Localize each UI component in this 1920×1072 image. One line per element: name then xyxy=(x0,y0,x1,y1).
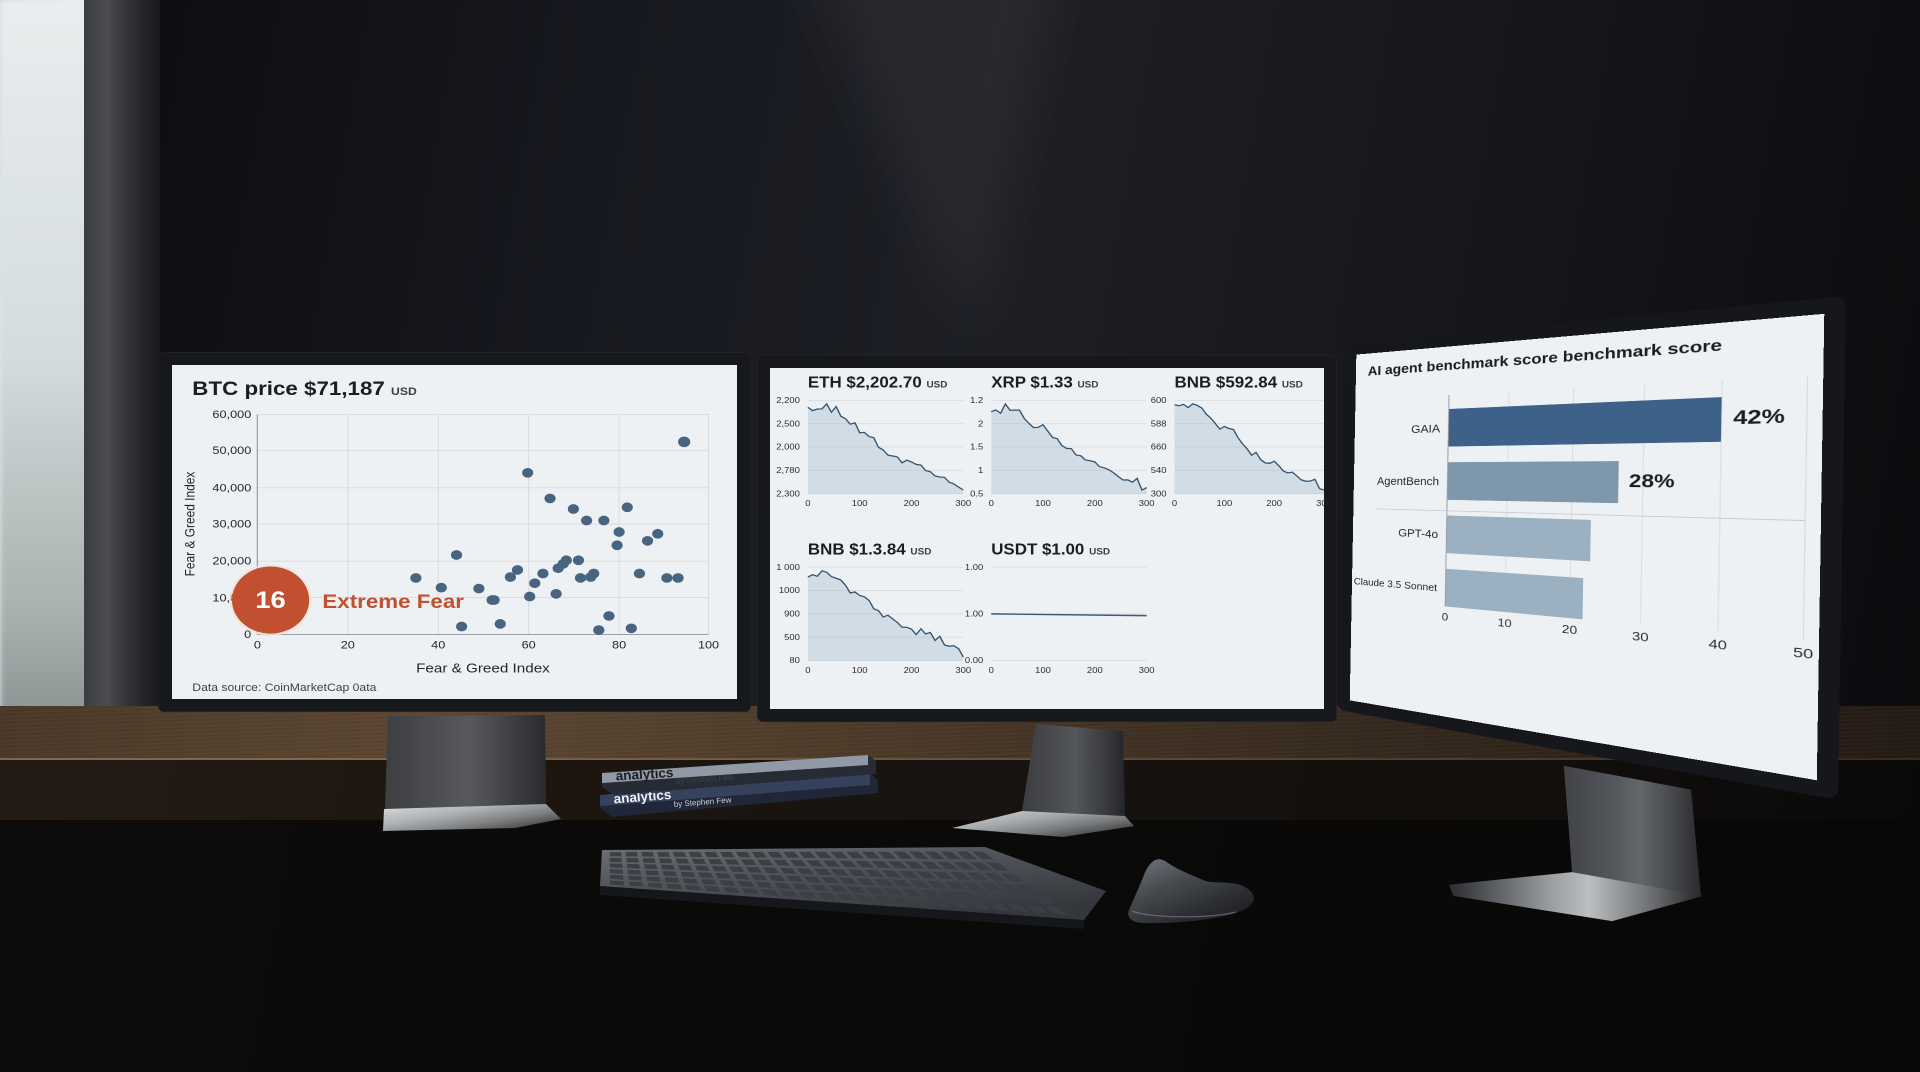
svg-text:100: 100 xyxy=(1216,499,1232,508)
svg-text:100: 100 xyxy=(698,638,720,651)
svg-text:BNB $1.3.84 USD: BNB $1.3.84 USD xyxy=(808,541,932,558)
svg-text:300: 300 xyxy=(955,499,971,508)
svg-text:2: 2 xyxy=(978,419,983,428)
svg-text:USDT $1.00 USD: USDT $1.00 USD xyxy=(991,541,1110,558)
svg-text:0: 0 xyxy=(1442,610,1449,624)
svg-text:ETH $2,202.70 USD: ETH $2,202.70 USD xyxy=(808,374,948,391)
svg-text:600: 600 xyxy=(1151,395,1167,404)
svg-text:200: 200 xyxy=(1087,499,1103,508)
svg-text:2,300: 2,300 xyxy=(776,489,800,498)
svg-text:1.00: 1.00 xyxy=(965,609,983,618)
svg-text:900: 900 xyxy=(784,609,800,618)
svg-text:40: 40 xyxy=(431,638,446,651)
svg-text:80: 80 xyxy=(789,656,800,665)
svg-text:30,000: 30,000 xyxy=(212,517,251,530)
svg-text:200: 200 xyxy=(1087,666,1103,675)
svg-text:2,200: 2,200 xyxy=(776,395,800,404)
svg-text:300: 300 xyxy=(1151,489,1167,498)
svg-text:100: 100 xyxy=(852,666,868,675)
svg-text:588: 588 xyxy=(1151,419,1167,428)
svg-text:60: 60 xyxy=(522,638,537,651)
svg-text:1: 1 xyxy=(978,465,983,474)
svg-text:GAIA: GAIA xyxy=(1411,422,1441,436)
svg-text:300: 300 xyxy=(1316,499,1324,508)
svg-text:2,780: 2,780 xyxy=(776,465,800,474)
svg-text:540: 540 xyxy=(1151,465,1167,474)
svg-text:40: 40 xyxy=(1709,636,1728,653)
svg-text:20: 20 xyxy=(1562,622,1578,638)
svg-text:0.5: 0.5 xyxy=(970,489,983,498)
svg-text:10: 10 xyxy=(1498,616,1512,631)
svg-text:50: 50 xyxy=(1793,644,1813,662)
svg-text:Extreme Fear: Extreme Fear xyxy=(322,591,464,612)
svg-text:0: 0 xyxy=(1172,499,1177,508)
svg-text:30: 30 xyxy=(1632,629,1649,645)
svg-text:1000: 1000 xyxy=(779,586,800,595)
svg-text:100: 100 xyxy=(1035,499,1051,508)
svg-text:1.5: 1.5 xyxy=(970,442,983,451)
svg-text:BTC price $71,187 USD: BTC price $71,187 USD xyxy=(192,378,416,399)
svg-text:300: 300 xyxy=(955,666,971,675)
svg-text:100: 100 xyxy=(1035,666,1051,675)
svg-text:50,000: 50,000 xyxy=(212,444,251,457)
svg-text:200: 200 xyxy=(1266,499,1282,508)
svg-text:Claude 3.5 Sonnet: Claude 3.5 Sonnet xyxy=(1354,576,1438,594)
svg-text:1.00: 1.00 xyxy=(965,562,983,571)
svg-text:80: 80 xyxy=(612,638,627,651)
svg-text:0: 0 xyxy=(805,666,810,675)
svg-text:0: 0 xyxy=(805,499,810,508)
svg-text:300: 300 xyxy=(1139,666,1155,675)
svg-text:2,500: 2,500 xyxy=(776,419,800,428)
svg-text:0.00: 0.00 xyxy=(965,656,983,665)
svg-text:BNB $592.84 USD: BNB $592.84 USD xyxy=(1175,374,1303,391)
svg-text:AgentBench: AgentBench xyxy=(1377,475,1439,488)
svg-text:660: 660 xyxy=(1151,442,1167,451)
svg-text:16: 16 xyxy=(255,588,285,614)
svg-text:Fear & Greed Index: Fear & Greed Index xyxy=(416,661,550,676)
svg-text:100: 100 xyxy=(852,499,868,508)
svg-text:1 000: 1 000 xyxy=(776,562,800,571)
svg-text:0: 0 xyxy=(989,499,994,508)
svg-text:300: 300 xyxy=(1139,499,1155,508)
svg-text:42%: 42% xyxy=(1733,407,1785,429)
svg-text:Data source: CoinMarketCap 0at: Data source: CoinMarketCap 0ata xyxy=(192,683,377,694)
svg-text:28%: 28% xyxy=(1629,473,1675,493)
svg-text:40,000: 40,000 xyxy=(212,481,251,494)
svg-text:60,000: 60,000 xyxy=(212,408,251,421)
svg-text:Fear & Greed Index: Fear & Greed Index xyxy=(182,471,198,576)
svg-text:200: 200 xyxy=(904,499,920,508)
svg-text:XRP $1.33 USD: XRP $1.33 USD xyxy=(991,374,1098,391)
svg-text:2,000: 2,000 xyxy=(776,442,800,451)
svg-text:200: 200 xyxy=(904,666,920,675)
svg-text:0: 0 xyxy=(989,666,994,675)
svg-text:GPT-4o: GPT-4o xyxy=(1398,527,1439,541)
svg-text:1.2: 1.2 xyxy=(970,395,983,404)
svg-text:20,000: 20,000 xyxy=(212,554,251,567)
svg-text:20: 20 xyxy=(341,638,356,651)
svg-text:0: 0 xyxy=(254,638,261,651)
svg-text:500: 500 xyxy=(784,632,800,641)
